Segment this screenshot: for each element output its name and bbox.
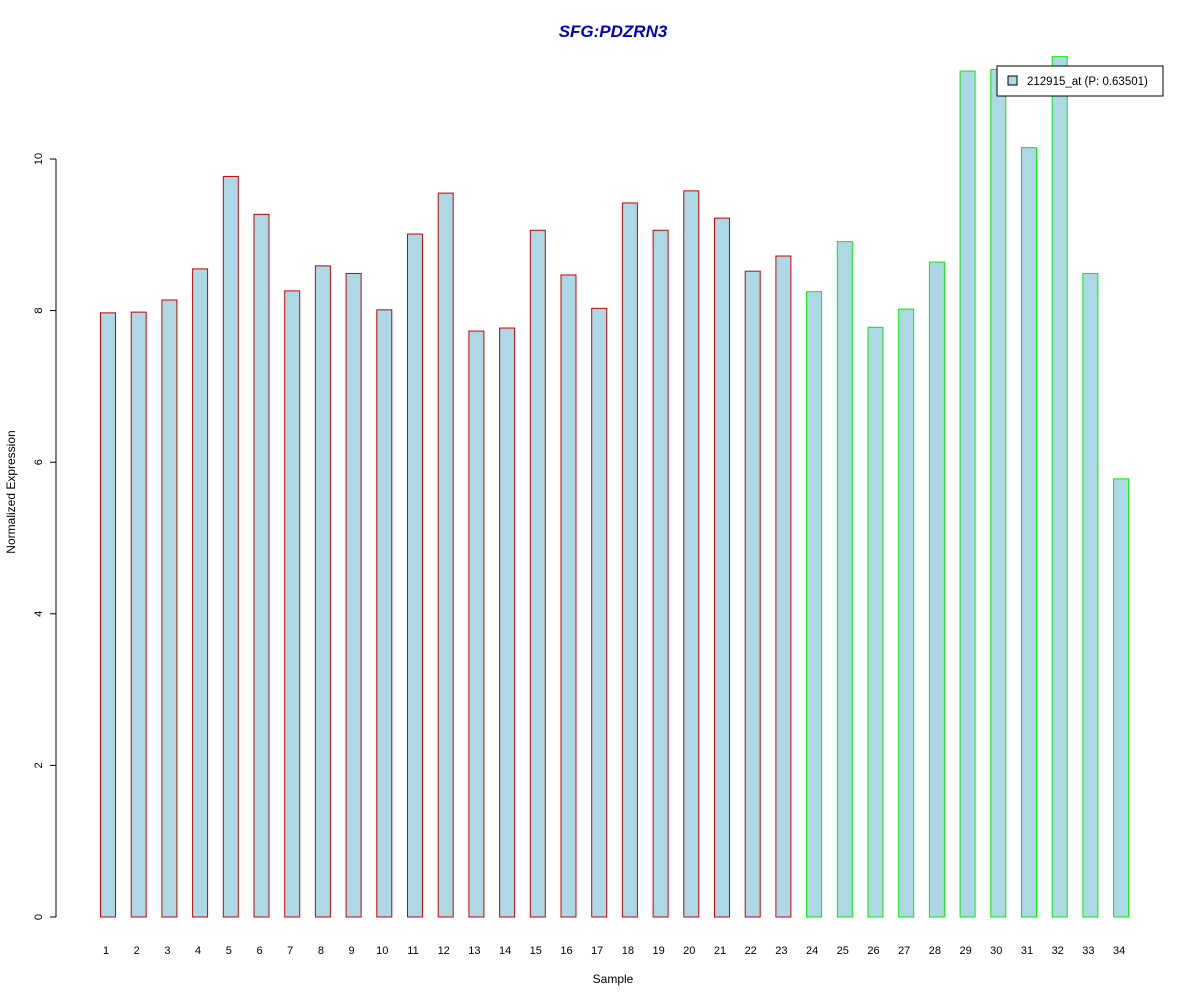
- x-tick-label: 2: [134, 945, 140, 957]
- bar-sample-32: [1051, 56, 1068, 918]
- x-tick-label: 6: [256, 945, 262, 957]
- x-tick-label: 19: [652, 945, 664, 957]
- bar-sample-24: [806, 291, 823, 918]
- bar-sample-11: [407, 233, 423, 918]
- bar-sample-17: [591, 307, 608, 918]
- y-tick-label: 10: [33, 153, 45, 165]
- bar-sample-25: [836, 241, 853, 918]
- bar-sample-16: [560, 274, 577, 918]
- x-tick-label: 8: [318, 945, 324, 957]
- x-tick-label: 15: [530, 945, 542, 957]
- x-tick-label: 21: [714, 945, 726, 957]
- y-tick-label: 4: [33, 611, 45, 617]
- bar-sample-29: [959, 70, 976, 918]
- legend-box: [996, 65, 1164, 97]
- legend-swatch: [1007, 75, 1018, 86]
- bar-sample-33: [1082, 272, 1099, 918]
- bar-sample-6: [253, 213, 270, 918]
- x-tick-label: 7: [287, 945, 293, 957]
- bar-sample-2: [130, 311, 147, 918]
- bar-sample-10: [376, 309, 393, 918]
- bar-sample-31: [1021, 147, 1037, 918]
- x-tick-label: 32: [1052, 945, 1064, 957]
- x-tick-label: 5: [226, 945, 232, 957]
- bar-sample-23: [775, 255, 792, 918]
- bar-sample-18: [621, 202, 638, 918]
- bar-sample-7: [284, 290, 301, 918]
- bar-sample-27: [898, 308, 915, 918]
- bar-sample-12: [437, 192, 454, 918]
- legend-entry-label: 212915_at (P: 0.63501): [1027, 76, 1148, 88]
- y-tick-label: 2: [33, 762, 45, 768]
- bars: [100, 56, 1130, 918]
- x-tick-label: 12: [438, 945, 450, 957]
- bar-sample-22: [744, 270, 761, 918]
- x-tick-label: 31: [1021, 945, 1033, 957]
- y-tick-label: 8: [33, 308, 45, 314]
- chart-title: SFG:PDZRN3: [559, 22, 668, 41]
- x-tick-label: 23: [775, 945, 787, 957]
- x-tick-label: 25: [837, 945, 849, 957]
- x-axis-tick-labels: 1 2 3 4 5 6 7 8 9 10 11 12 13 14 15 16 17 18 19 20 21 22 23 24 2…: [103, 945, 1125, 957]
- bar-sample-4: [192, 268, 209, 918]
- x-tick-label: 33: [1082, 945, 1094, 957]
- x-axis-label: Sample: [593, 972, 634, 986]
- x-tick-label: 29: [959, 945, 971, 957]
- x-tick-label: 18: [622, 945, 634, 957]
- x-tick-label: 30: [990, 945, 1002, 957]
- x-tick-label: 9: [349, 945, 355, 957]
- y-tick-label: 0: [33, 914, 45, 920]
- x-tick-label: 16: [560, 945, 572, 957]
- bar-sample-26: [867, 326, 884, 918]
- x-tick-label: 11: [407, 945, 418, 957]
- x-tick-label: 4: [195, 945, 201, 957]
- x-tick-label: 24: [806, 945, 818, 957]
- bar-sample-5: [222, 175, 239, 918]
- x-tick-label: 28: [929, 945, 941, 957]
- x-tick-label: 17: [591, 945, 603, 957]
- x-tick-label: 3: [164, 945, 170, 957]
- bar-sample-34: [1113, 478, 1130, 918]
- bar-sample-1: [100, 312, 116, 918]
- bar-sample-9: [345, 272, 362, 918]
- x-tick-label: 26: [867, 945, 879, 957]
- legend: 212915_at (P: 0.63501): [996, 65, 1164, 97]
- bar-sample-30: [990, 69, 1007, 918]
- y-axis: 0 2 4 6 8 10: [33, 153, 57, 920]
- y-axis-label: Normalized Expression: [4, 430, 18, 553]
- bar-sample-15: [529, 229, 546, 918]
- x-tick-label: 14: [499, 945, 511, 957]
- bar-sample-20: [683, 190, 700, 918]
- x-tick-label: 34: [1113, 945, 1125, 957]
- bar-sample-19: [652, 229, 669, 918]
- x-tick-label: 27: [898, 945, 910, 957]
- bar-sample-13: [468, 330, 485, 918]
- bar-sample-3: [161, 299, 178, 918]
- x-tick-label: 20: [683, 945, 695, 957]
- y-tick-label: 6: [33, 459, 45, 465]
- bar-sample-14: [499, 327, 516, 918]
- x-tick-label: 10: [376, 945, 388, 957]
- bar-sample-21: [714, 217, 730, 918]
- bar-sample-28: [928, 261, 945, 918]
- bar-sample-8: [314, 265, 331, 918]
- x-tick-label: 1: [103, 945, 109, 957]
- x-tick-label: 22: [745, 945, 757, 957]
- x-tick-label: 13: [468, 945, 480, 957]
